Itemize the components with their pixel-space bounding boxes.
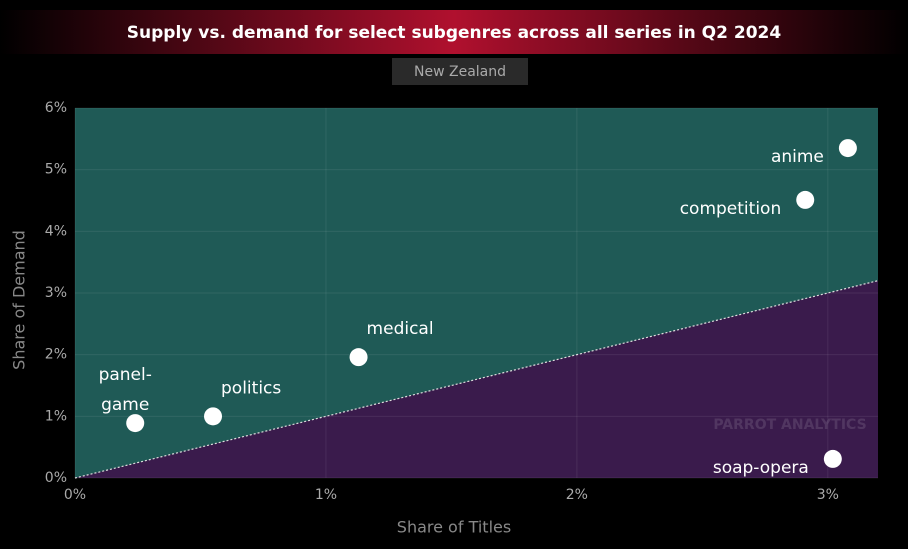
point: [349, 348, 368, 367]
y-tick-label: 2%: [45, 347, 67, 363]
point-label: medical: [367, 319, 434, 339]
subtitle: New Zealand: [414, 64, 506, 80]
y-tick-label: 6%: [45, 100, 67, 116]
parity-line: [74, 280, 879, 479]
subtitle-box: [392, 58, 528, 85]
title-bar: [0, 10, 908, 54]
point-label: anime: [771, 147, 824, 167]
point-label: panel-game: [99, 365, 152, 415]
watermark: PARROT ANALYTICS: [713, 417, 866, 433]
x-tick-label: 3%: [817, 487, 839, 503]
y-tick-label: 3%: [45, 285, 67, 301]
x-tick-label: 2%: [566, 487, 588, 503]
x-tick-label: 1%: [315, 487, 337, 503]
x-tick-label: 0%: [64, 487, 86, 503]
y-tick-label: 4%: [45, 223, 67, 239]
y-axis-label: Share of Demand: [10, 230, 29, 370]
point: [126, 414, 145, 433]
point-label: politics: [221, 378, 281, 398]
point-label: soap-opera: [713, 458, 809, 478]
chart-title: Supply vs. demand for select subgenres a…: [127, 23, 782, 43]
y-tick-label: 0%: [45, 470, 67, 486]
point: [204, 407, 223, 426]
point: [796, 190, 815, 209]
x-axis-label: Share of Titles: [397, 518, 511, 537]
plot-area: 0% 1% 2% 3% 4% 5% 6% 0% 1% 2% 3% PARROT ANALYTICS an…: [45, 100, 879, 503]
y-tick-label: 5%: [45, 162, 67, 178]
point: [838, 139, 857, 158]
point: [823, 449, 842, 468]
point-label: competition: [680, 199, 782, 219]
y-tick-label: 1%: [45, 408, 67, 424]
